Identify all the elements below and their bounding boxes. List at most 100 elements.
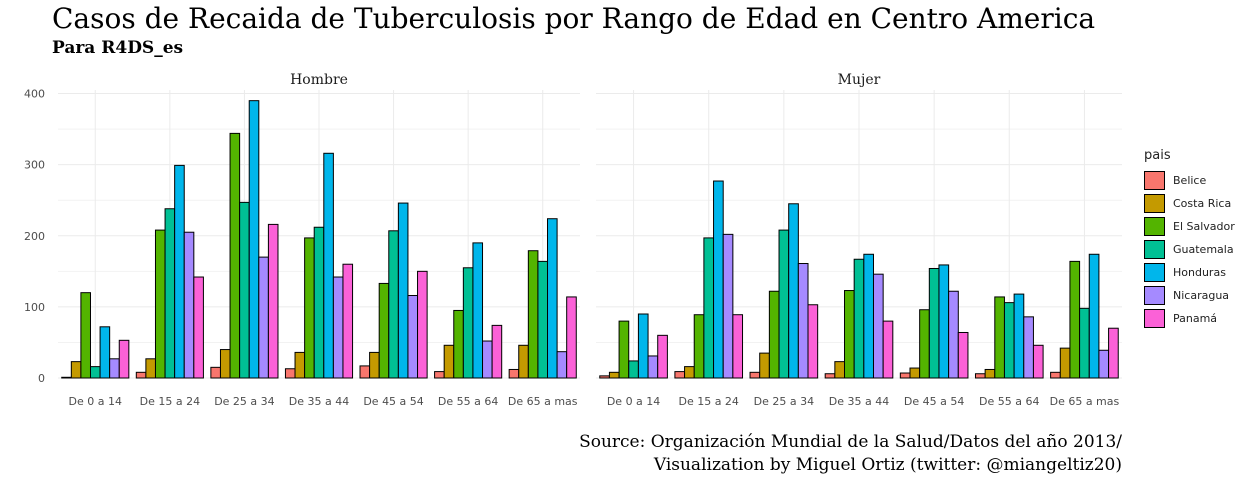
legend-title: pais <box>1144 148 1171 163</box>
x-tick-label: De 0 a 14 <box>607 395 660 408</box>
bar <box>342 263 354 379</box>
bar <box>89 366 101 379</box>
legend-item: Costa Rica <box>1144 192 1235 215</box>
caption-credit: Visualization by Miguel Ortiz (twitter: … <box>653 455 1122 475</box>
y-tick-label: 0 <box>38 372 45 385</box>
y-tick-label: 100 <box>24 301 45 314</box>
bar <box>713 180 724 379</box>
x-tick-label: De 15 a 24 <box>678 395 738 408</box>
bar <box>508 368 520 379</box>
legend-item: Panamá <box>1144 307 1235 330</box>
bar <box>749 371 761 379</box>
y-tick-label: 200 <box>24 230 45 243</box>
bar <box>229 132 241 379</box>
bar <box>778 229 790 379</box>
bar <box>824 373 836 379</box>
legend-label: Panamá <box>1173 312 1218 325</box>
bar <box>872 273 884 379</box>
bar <box>462 267 474 379</box>
bar <box>284 368 296 379</box>
legend-key-swatch <box>1144 263 1165 282</box>
bar <box>1013 293 1025 379</box>
bar <box>722 233 734 379</box>
bar <box>768 290 780 379</box>
legend-label: Guatemala <box>1173 243 1234 256</box>
legend: pais Belice Costa Rica El Salvador Guatemal… <box>1144 148 1235 330</box>
bar <box>482 340 493 379</box>
bar <box>556 351 568 379</box>
bar <box>239 201 250 379</box>
bar <box>417 270 428 379</box>
bar <box>797 263 809 379</box>
legend-label: Nicaragua <box>1173 289 1230 302</box>
legend-item: Guatemala <box>1144 238 1235 261</box>
bar <box>974 373 986 379</box>
chart-subtitle: Para R4DS_es <box>52 38 184 58</box>
bar <box>518 344 529 379</box>
bar <box>323 152 334 379</box>
bar <box>566 296 577 379</box>
bar <box>957 331 969 379</box>
chart-title: Casos de Recaida de Tuberculosis por Ran… <box>52 2 1096 35</box>
bar <box>472 242 484 379</box>
bar <box>994 296 1005 379</box>
bar <box>154 229 166 379</box>
bar <box>1023 316 1034 379</box>
facet-label: Hombre <box>290 72 348 88</box>
facet-label: Mujer <box>838 72 881 88</box>
bar <box>788 203 799 379</box>
bar <box>919 309 930 379</box>
legend-item: Belice <box>1144 169 1235 192</box>
x-tick-label: De 35 a 44 <box>289 395 349 408</box>
legend-label: El Salvador <box>1173 220 1235 233</box>
caption-source: Source: Organización Mundial de la Salud… <box>579 432 1122 452</box>
bar <box>80 292 91 379</box>
bar <box>1079 307 1090 379</box>
bar <box>369 351 380 379</box>
bar <box>174 164 185 379</box>
bar <box>759 352 770 379</box>
x-tick-label: De 25 a 34 <box>214 395 274 408</box>
bar <box>1050 371 1061 379</box>
bar <box>332 276 344 379</box>
bar <box>491 324 503 379</box>
bar <box>899 372 911 379</box>
bar <box>657 334 668 379</box>
bar <box>853 258 865 379</box>
bar <box>443 344 455 379</box>
legend-key-swatch <box>1144 286 1165 305</box>
bar <box>388 230 399 379</box>
bar <box>397 202 409 379</box>
x-tick-label: De 55 a 64 <box>438 395 498 408</box>
x-tick-label: De 45 a 54 <box>904 395 964 408</box>
legend-label: Honduras <box>1173 266 1226 279</box>
bar <box>1032 344 1044 379</box>
bar <box>304 237 315 379</box>
bar <box>938 264 950 379</box>
bar <box>258 256 269 379</box>
bar <box>834 361 846 379</box>
bar <box>183 231 195 379</box>
bar <box>547 218 558 379</box>
x-tick-label: De 65 a mas <box>508 395 578 408</box>
bar <box>537 260 549 379</box>
bar <box>928 267 940 379</box>
legend-key-swatch <box>1144 171 1165 190</box>
x-tick-label: De 35 a 44 <box>829 395 889 408</box>
bar <box>984 368 996 379</box>
bar <box>647 355 659 379</box>
bar <box>193 276 204 379</box>
bar <box>599 375 610 379</box>
x-tick-label: De 65 a mas <box>1050 395 1120 408</box>
bar <box>1069 260 1081 379</box>
bar <box>118 339 130 379</box>
bar <box>70 361 82 379</box>
bar <box>248 100 260 379</box>
bar <box>637 313 649 379</box>
bar <box>693 314 705 379</box>
bar <box>674 371 686 379</box>
bar <box>618 320 630 379</box>
bar <box>684 366 695 379</box>
bar <box>807 304 819 379</box>
